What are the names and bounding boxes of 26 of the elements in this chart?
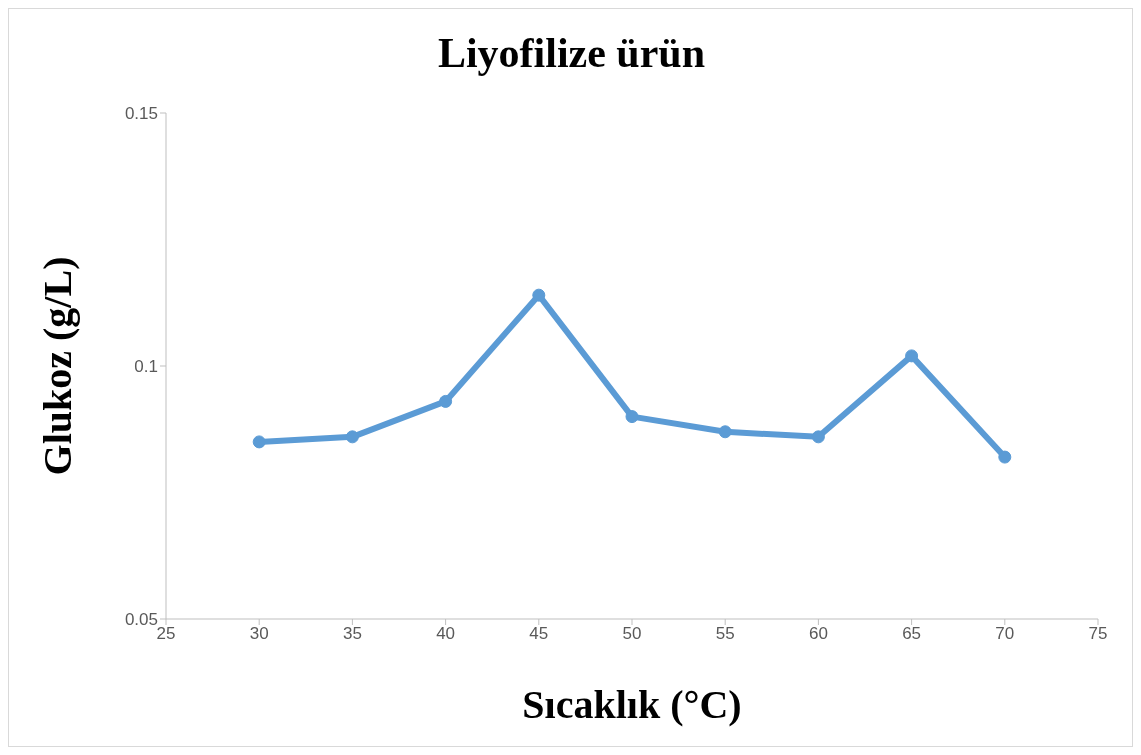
point: [905, 349, 919, 363]
x-tick-label: 65: [902, 624, 922, 644]
point: [345, 430, 359, 444]
point: [439, 394, 453, 408]
y-axis-title: Glukoz (g/L): [33, 256, 81, 476]
point: [625, 410, 639, 424]
point: [718, 425, 732, 439]
y-tick-label: 0.15: [124, 104, 158, 124]
x-tick-label: 75: [1088, 624, 1108, 644]
x-tick-label: 25: [156, 624, 176, 644]
y-tick-label: 0.1: [134, 357, 158, 377]
point: [252, 435, 266, 449]
chart-title: Liyofilize ürün: [436, 29, 707, 77]
y-tick-label: 0.05: [124, 610, 158, 630]
point: [532, 288, 546, 302]
x-axis-title: Sıcaklık (°C): [521, 681, 743, 728]
x-tick-label: 30: [249, 624, 269, 644]
x-tick-label: 40: [436, 624, 456, 644]
x-tick-label: 45: [529, 624, 549, 644]
x-tick-label: 35: [342, 624, 362, 644]
x-tick-label: 70: [995, 624, 1015, 644]
x-tick-label: 50: [622, 624, 642, 644]
point: [998, 450, 1012, 464]
x-tick-label: 60: [808, 624, 828, 644]
x-tick-label: 55: [715, 624, 735, 644]
point: [811, 430, 825, 444]
